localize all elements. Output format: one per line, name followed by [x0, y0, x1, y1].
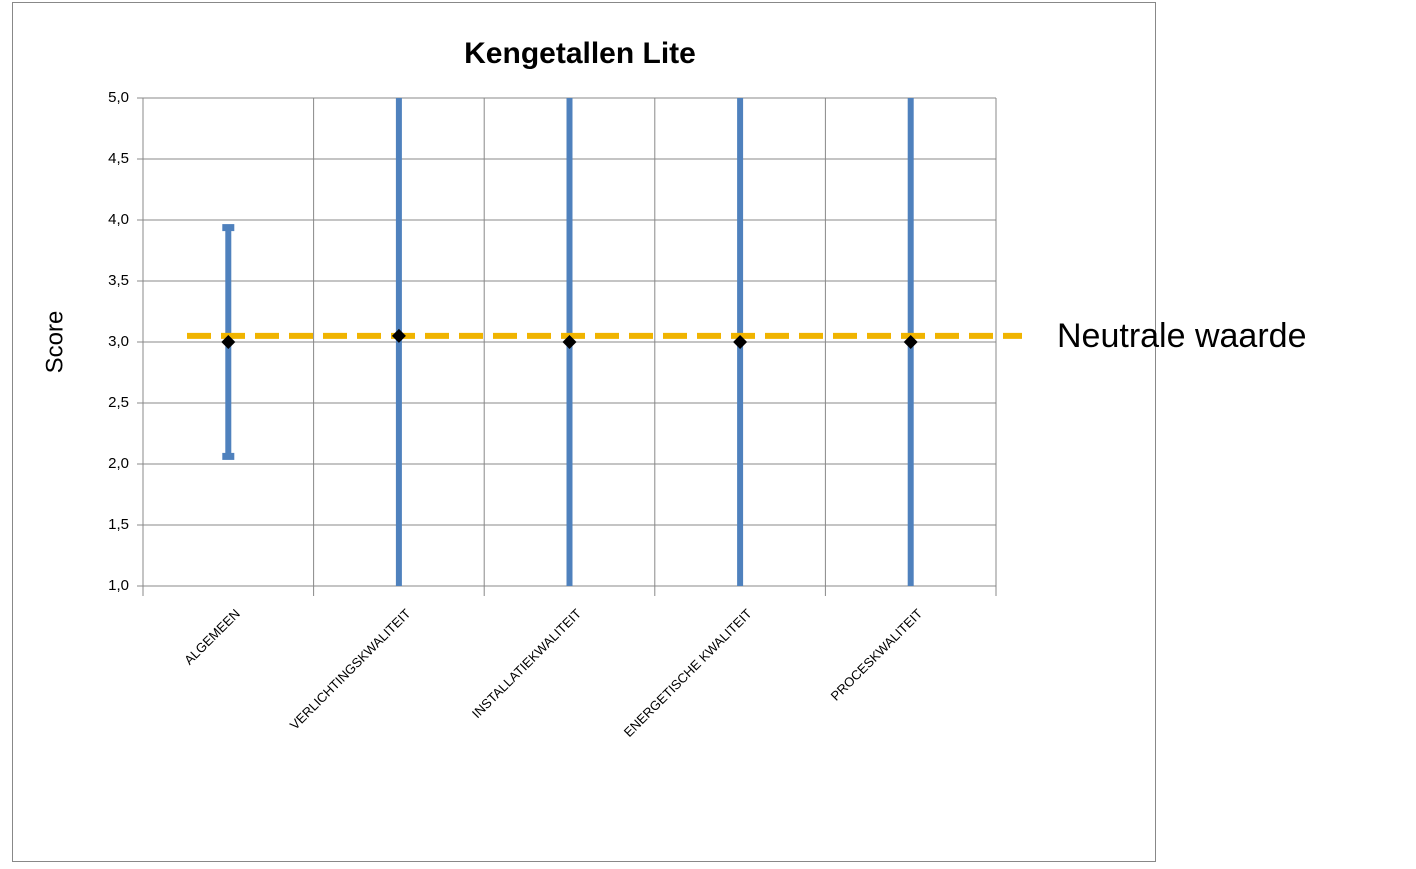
y-tick-label: 3,5 — [108, 272, 129, 289]
y-tick-label: 4,5 — [108, 150, 129, 167]
y-tick-label: 4,0 — [108, 211, 129, 228]
marker — [733, 335, 748, 349]
y-tick-label: 2,0 — [108, 455, 129, 472]
marker — [903, 335, 918, 349]
marker — [391, 328, 406, 343]
chart-border — [12, 2, 1156, 862]
y-tick-label: 1,5 — [108, 516, 129, 533]
y-tick-label: 1,0 — [108, 577, 129, 594]
y-tick-label: 3,0 — [108, 333, 129, 350]
error-cap — [222, 452, 235, 460]
y-axis-label: Score — [41, 311, 68, 374]
y-tick-label: 2,5 — [108, 394, 129, 411]
reference-line-label: Neutrale waarde — [1057, 317, 1306, 355]
error-cap — [222, 224, 235, 232]
y-tick-label: 5,0 — [108, 89, 129, 106]
chart-title: Kengetallen Lite — [464, 37, 696, 70]
marker — [562, 335, 577, 349]
marker — [221, 335, 236, 349]
